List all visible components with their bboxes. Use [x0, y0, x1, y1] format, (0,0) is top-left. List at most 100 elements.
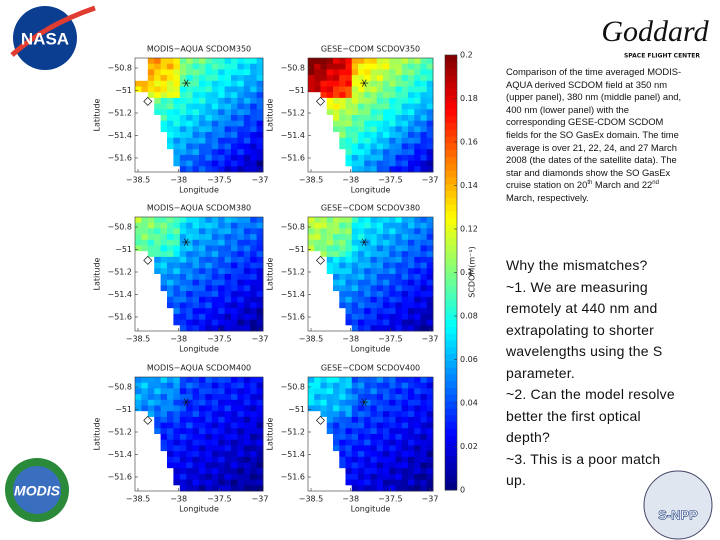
heatmap-cell	[186, 468, 193, 475]
heatmap-cell	[308, 262, 315, 269]
heatmap-cell	[160, 143, 168, 150]
heatmap-cell	[243, 75, 251, 82]
heatmap-cell	[192, 285, 200, 292]
heatmap-cell	[389, 86, 396, 93]
heatmap-cell	[420, 132, 428, 139]
heatmap-cell	[231, 80, 238, 87]
heatmap-cell	[358, 115, 365, 122]
heatmap-cell	[364, 75, 371, 82]
heatmap-cell	[333, 325, 340, 332]
heatmap-cell	[333, 456, 340, 463]
heatmap-cell	[383, 239, 390, 246]
heatmap-cell	[154, 394, 161, 401]
heatmap-cell	[135, 296, 142, 303]
heatmap-cell	[154, 228, 161, 235]
heatmap-cell	[314, 308, 321, 315]
heatmap-cell	[243, 377, 251, 384]
heatmap-cell	[333, 58, 340, 65]
heatmap-cell	[224, 80, 232, 87]
heatmap-cell	[308, 302, 315, 309]
heatmap-cell	[320, 479, 328, 486]
colorbar-cell	[445, 279, 457, 287]
heatmap-cell	[408, 166, 415, 173]
heatmap-cell	[186, 285, 193, 292]
heatmap-cell	[141, 137, 149, 144]
heatmap-cell	[141, 382, 149, 389]
heatmap-cell	[326, 428, 334, 435]
heatmap-cell	[376, 434, 384, 441]
heatmap-cell	[160, 80, 168, 87]
heatmap-cell	[231, 137, 238, 144]
heatmap-cell	[333, 80, 340, 87]
heatmap-cell	[383, 234, 390, 241]
heatmap-panel	[135, 377, 264, 492]
heatmap-cell	[224, 485, 232, 492]
heatmap-cell	[147, 434, 155, 441]
heatmap-cell	[199, 422, 206, 429]
colorbar-cell	[445, 109, 457, 117]
heatmap-cell	[320, 137, 328, 144]
heatmap-cell	[237, 411, 245, 418]
heatmap-cell	[320, 103, 328, 110]
heatmap-cell	[192, 63, 200, 70]
heatmap-cell	[308, 228, 315, 235]
heatmap-cell	[186, 137, 193, 144]
heatmap-cell	[224, 217, 232, 224]
x-tick-label: −38	[342, 335, 359, 344]
heatmap-cell	[314, 445, 321, 452]
heatmap-cell	[199, 468, 206, 475]
heatmap-cell	[231, 377, 238, 384]
heatmap-cell	[389, 296, 396, 303]
heatmap-cell	[173, 115, 181, 122]
heatmap-cell	[250, 228, 257, 235]
heatmap-cell	[237, 234, 245, 241]
heatmap-cell	[186, 302, 193, 309]
heatmap-cell	[160, 234, 168, 241]
heatmap-cell	[308, 479, 315, 486]
heatmap-cell	[237, 239, 245, 246]
heatmap-cell	[218, 468, 225, 475]
heatmap-cell	[224, 251, 232, 258]
heatmap-cell	[218, 222, 225, 229]
goddard-text: Goddard	[601, 15, 709, 48]
heatmap-cell	[314, 58, 321, 65]
heatmap-cell	[243, 422, 251, 429]
heatmap-cell	[179, 279, 187, 286]
heatmap-cell	[211, 160, 219, 167]
heatmap-cell	[211, 313, 219, 320]
heatmap-cell	[205, 143, 213, 150]
heatmap-cell	[401, 63, 409, 70]
heatmap-cell	[376, 445, 384, 452]
heatmap-cell	[408, 428, 415, 435]
heatmap-cell	[308, 234, 315, 241]
heatmap-cell	[414, 149, 421, 156]
heatmap-cell	[167, 308, 174, 315]
heatmap-cell	[426, 479, 434, 486]
heatmap-cell	[205, 86, 213, 93]
heatmap-cell	[218, 319, 225, 326]
heatmap-cell	[167, 154, 174, 161]
heatmap-cell	[426, 439, 434, 446]
heatmap-cell	[199, 63, 206, 70]
heatmap-cell	[339, 416, 346, 423]
heatmap-cell	[401, 222, 409, 229]
heatmap-cell	[333, 222, 340, 229]
heatmap-cell	[358, 462, 365, 469]
heatmap-cell	[250, 462, 257, 469]
heatmap-cell	[339, 319, 346, 326]
heatmap-cell	[370, 462, 378, 469]
heatmap-cell	[308, 63, 315, 70]
heatmap-cell	[186, 434, 193, 441]
station-star	[183, 79, 189, 87]
heatmap-cell	[414, 234, 421, 241]
heatmap-cell	[339, 268, 346, 275]
heatmap-cell	[160, 239, 168, 246]
heatmap-cell	[345, 382, 353, 389]
heatmap-cell	[205, 160, 213, 167]
heatmap-cell	[314, 132, 321, 139]
y-tick-label: −51.2	[107, 109, 132, 118]
heatmap-cell	[192, 434, 200, 441]
heatmap-cell	[376, 473, 384, 480]
heatmap-cell	[358, 222, 365, 229]
heatmap-cell	[199, 268, 206, 275]
